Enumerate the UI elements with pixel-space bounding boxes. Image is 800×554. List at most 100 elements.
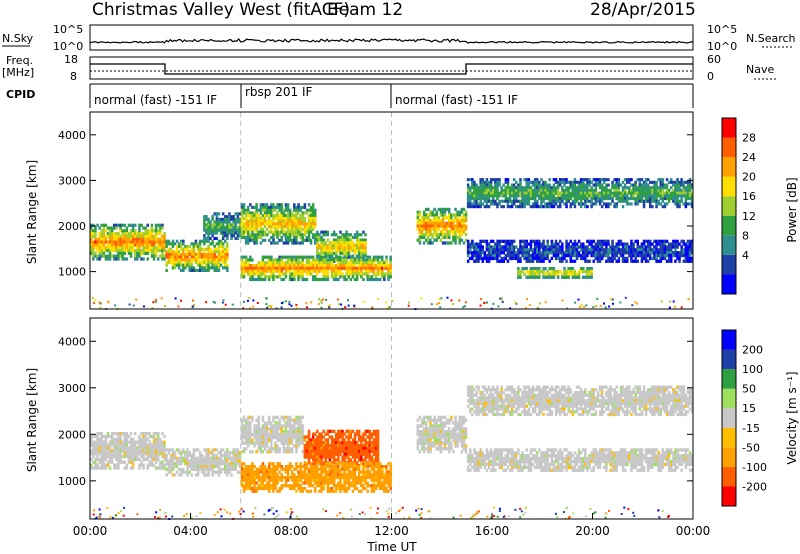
power-cell	[198, 266, 202, 270]
velocity-cell	[150, 434, 154, 439]
power-cell	[217, 263, 221, 267]
velocity-cell	[190, 467, 193, 471]
power-cell	[638, 191, 642, 195]
power-cell	[640, 191, 644, 195]
power-cell	[659, 256, 662, 261]
power-cell	[628, 253, 631, 258]
power-cell	[494, 242, 497, 246]
power-cell	[479, 253, 482, 258]
velocity-cell	[161, 446, 164, 450]
power-cell	[649, 202, 652, 206]
power-cell	[349, 241, 353, 245]
power-cell	[646, 248, 650, 252]
power-cell	[270, 227, 273, 231]
power-cell	[286, 203, 290, 207]
power-cell	[628, 178, 631, 182]
power-cell	[473, 180, 476, 184]
power-cell	[360, 241, 363, 245]
power-cell	[314, 277, 317, 282]
velocity-cell	[148, 432, 152, 436]
velocity-cell	[201, 465, 204, 469]
velocity-cell	[96, 449, 99, 453]
power-cell	[492, 191, 495, 195]
power-cell	[148, 237, 152, 241]
power-cell	[536, 256, 539, 261]
power-speckle	[191, 305, 194, 308]
velocity-cell	[268, 427, 271, 431]
power-cell	[115, 249, 118, 253]
power-cell	[550, 205, 554, 209]
power-cell	[90, 226, 93, 230]
power-cell	[203, 258, 206, 262]
power-cell	[278, 258, 281, 262]
power-cell	[600, 178, 604, 182]
power-cell	[353, 251, 357, 255]
power-cell	[567, 267, 570, 271]
velocity-cell	[148, 434, 152, 439]
power-cell	[171, 255, 175, 259]
power-cell	[221, 234, 225, 238]
power-cell	[211, 228, 214, 232]
power-cell	[106, 257, 110, 261]
power-cell	[569, 180, 572, 184]
velocity-cell	[127, 446, 131, 450]
velocity-cell	[238, 465, 242, 469]
power-cell	[456, 216, 459, 220]
velocity-cell	[278, 427, 281, 431]
power-cell	[152, 240, 156, 244]
power-cell	[659, 248, 662, 252]
power-cell	[293, 275, 296, 279]
cpid-segment-3: normal (fast) -151 IF	[395, 93, 518, 107]
power-cell	[646, 188, 650, 192]
power-cell	[682, 188, 685, 192]
power-cell	[295, 264, 298, 268]
power-cell	[142, 257, 145, 261]
power-cell	[623, 178, 627, 182]
power-cell	[529, 191, 533, 195]
velocity-cell	[186, 465, 189, 469]
power-cell	[642, 183, 646, 187]
power-cell	[498, 180, 501, 184]
velocity-cell	[113, 454, 116, 459]
power-cell	[180, 245, 183, 249]
power-cell	[119, 237, 122, 241]
velocity-cell	[288, 421, 292, 425]
power-cell	[676, 253, 679, 258]
velocity-cell	[138, 446, 141, 450]
power-cell	[236, 234, 240, 238]
power-cell	[651, 256, 654, 261]
power-cell	[504, 178, 508, 182]
power-speckle	[180, 299, 183, 302]
power-cell	[343, 275, 346, 279]
power-cell	[469, 194, 472, 198]
power-cell	[617, 186, 621, 190]
power-cell	[224, 266, 227, 270]
power-cell	[623, 251, 627, 255]
power-cell	[437, 224, 441, 228]
velocity-cell	[288, 432, 292, 437]
power-cell	[548, 205, 551, 209]
velocity-cell	[270, 424, 273, 428]
velocity-cell	[134, 454, 137, 459]
power-cell	[460, 216, 464, 220]
power-cell	[638, 178, 642, 182]
power-cell	[584, 197, 587, 201]
power-cell	[533, 186, 537, 190]
power-cell	[364, 246, 367, 250]
velocity-cell	[127, 440, 131, 444]
power-cell	[378, 272, 382, 276]
power-cell	[265, 269, 269, 273]
velocity-cell	[163, 443, 166, 447]
power-cell	[125, 240, 129, 244]
velocity-cell	[230, 459, 233, 463]
power-cell	[102, 246, 106, 250]
power-cell	[559, 239, 562, 243]
power-cell	[211, 258, 214, 262]
power-cell	[688, 248, 692, 252]
power-cell	[462, 241, 466, 245]
power-cell	[171, 261, 175, 265]
power-cell	[615, 191, 618, 195]
power-cell	[533, 242, 537, 246]
power-cell	[492, 199, 495, 203]
power-cell	[332, 238, 336, 242]
